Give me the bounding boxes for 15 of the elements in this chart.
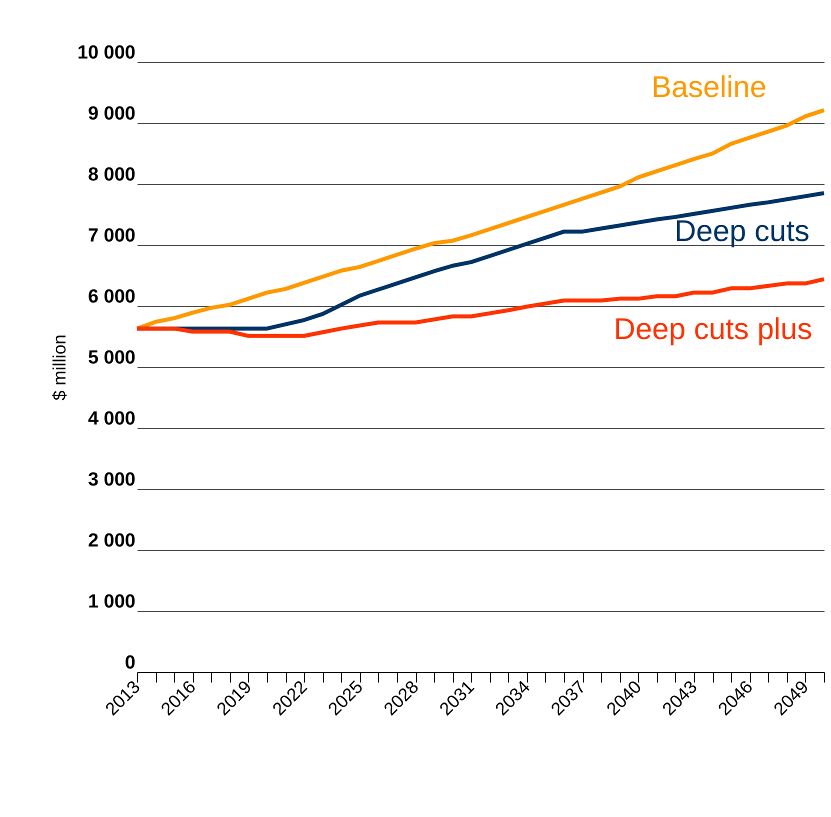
y-tick-label: 1 000 bbox=[88, 592, 136, 612]
y-tick-label: 6 000 bbox=[88, 286, 136, 308]
series-label: Baseline bbox=[651, 71, 767, 104]
y-tick-label: 2 000 bbox=[88, 530, 136, 552]
y-tick-label: 3 000 bbox=[88, 470, 136, 490]
y-tick-label: 0 bbox=[124, 652, 136, 674]
y-tick-label: 10 000 bbox=[77, 42, 136, 64]
y-axis-title: $ million bbox=[49, 334, 70, 401]
y-tick-label: 4 000 bbox=[88, 408, 136, 430]
y-tick-label: 7 000 bbox=[88, 226, 136, 246]
series-label: Deep cuts bbox=[674, 215, 810, 248]
y-tick-label: 5 000 bbox=[88, 348, 136, 368]
series-label: Deep cuts plus bbox=[614, 313, 812, 346]
y-tick-label: 8 000 bbox=[88, 164, 136, 186]
y-tick-label: 9 000 bbox=[88, 104, 136, 124]
